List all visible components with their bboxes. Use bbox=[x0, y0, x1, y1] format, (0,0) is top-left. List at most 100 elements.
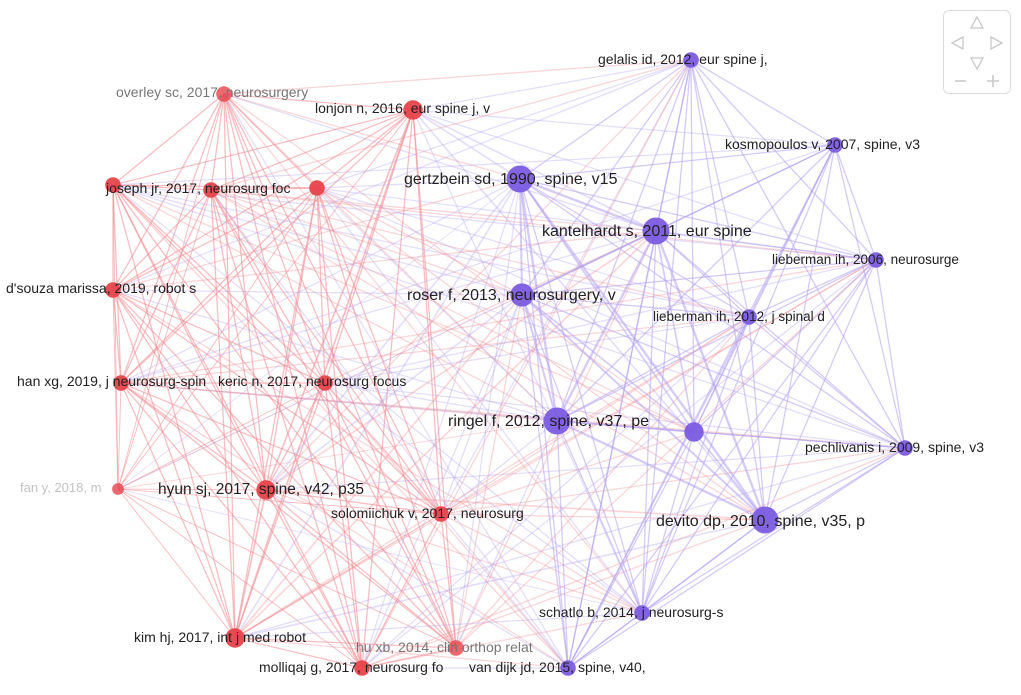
nodes-layer bbox=[105, 52, 913, 676]
edge-solomiichuk-vandijk bbox=[440, 513, 569, 669]
node-roser[interactable] bbox=[510, 283, 534, 307]
labels-layer: overley sc, 2017, neurosurgery lonjon n, … bbox=[6, 51, 984, 675]
edge-hu-lieberman2012 bbox=[455, 316, 750, 649]
pan-left-icon[interactable] bbox=[950, 35, 964, 51]
edge-lonjon-fan bbox=[117, 109, 414, 490]
zoom-in-icon[interactable] bbox=[987, 75, 999, 87]
node-devito[interactable] bbox=[751, 506, 779, 534]
node-molliqaj[interactable] bbox=[354, 660, 370, 676]
edge-fan-ringel bbox=[117, 420, 558, 490]
node-label-gertzbein: gertzbein sd, 1990, spine, v15 bbox=[404, 171, 618, 188]
edge-solomiichuk-lieberman2006 bbox=[440, 259, 877, 515]
edge-han-lieberman2012 bbox=[120, 316, 750, 384]
edge-lieberman2012-pechlivanis bbox=[748, 316, 906, 449]
edge-hyun-roser bbox=[265, 294, 523, 491]
node-label-gelalis: gelalis id, 2012, eur spine j, bbox=[598, 51, 768, 67]
edge-kantelhardt-ringel bbox=[555, 230, 658, 422]
edge-joseph_a-roser bbox=[112, 184, 523, 296]
node-kosmopoulos[interactable] bbox=[827, 137, 843, 153]
edge-gertzbein-lieberman2006 bbox=[519, 178, 877, 261]
edge-pechlivanis-schatlo bbox=[641, 447, 906, 614]
edge-unlabeled-pechlivanis bbox=[693, 431, 906, 449]
edge-lonjon-hu bbox=[412, 109, 457, 649]
edge-dsouza-han bbox=[112, 289, 122, 384]
edge-hyun-pechlivanis bbox=[265, 447, 906, 491]
edge-roser-unlabeled bbox=[521, 294, 695, 433]
node-gertzbein[interactable] bbox=[506, 165, 534, 193]
edge-lonjon-dsouza bbox=[112, 109, 414, 291]
edge-dsouza-gertzbein bbox=[112, 178, 521, 291]
edge-gelalis-kosmopoulos bbox=[690, 59, 836, 146]
pan-right-icon[interactable] bbox=[990, 35, 1004, 51]
node-lieberman2006[interactable] bbox=[868, 252, 884, 268]
node-keric[interactable] bbox=[317, 375, 333, 391]
node-dsouza[interactable] bbox=[105, 282, 121, 298]
edge-kim-schatlo bbox=[234, 612, 643, 639]
edge-molliqaj-gertzbein bbox=[361, 178, 521, 669]
edge-joseph_a-hu bbox=[112, 184, 457, 649]
edge-fan-gertzbein bbox=[117, 178, 521, 490]
edge-gertzbein-ringel bbox=[518, 178, 559, 422]
edge-joseph-solomiichuk bbox=[210, 189, 442, 515]
edge-gelalis-schatlo bbox=[641, 59, 692, 614]
node-schatlo[interactable] bbox=[634, 605, 650, 621]
node-hu[interactable] bbox=[448, 640, 464, 656]
node-label-vandijk: van dijk jd, 2015, spine, v40, bbox=[469, 659, 646, 675]
edge-fan-molliqaj bbox=[117, 488, 363, 669]
pan-down-icon[interactable] bbox=[969, 57, 985, 71]
edge-joseph_b-gelalis bbox=[316, 59, 692, 189]
edge-joseph_b-keric bbox=[316, 187, 326, 384]
node-label-lieberman2006: lieberman ih, 2006, neurosurge bbox=[772, 252, 959, 267]
edge-joseph_a-vandijk bbox=[112, 184, 569, 669]
edge-lonjon-joseph_a bbox=[112, 109, 414, 186]
edge-joseph_b-lieberman2012 bbox=[316, 187, 750, 318]
edge-solomiichuk-gelalis bbox=[440, 59, 692, 515]
edge-kantelhardt-unlabeled bbox=[655, 230, 695, 433]
node-hyun[interactable] bbox=[256, 480, 276, 500]
edge-han-vandijk bbox=[120, 382, 569, 669]
node-lieberman2012[interactable] bbox=[741, 309, 757, 325]
edge-overley-gelalis bbox=[223, 59, 692, 95]
node-vandijk[interactable] bbox=[560, 660, 576, 676]
edge-kim-vandijk bbox=[234, 637, 569, 669]
edge-joseph_b-han bbox=[120, 187, 318, 384]
edge-dsouza-gelalis bbox=[112, 59, 692, 291]
node-solomiichuk[interactable] bbox=[433, 506, 449, 522]
node-label-han: han xg, 2019, j neurosurg-spin bbox=[17, 373, 206, 389]
edge-lieberman2006-vandijk bbox=[567, 259, 877, 669]
edge-hyun-schatlo bbox=[265, 489, 643, 614]
edge-hu-roser bbox=[455, 294, 523, 649]
edge-kim-pechlivanis bbox=[234, 447, 906, 639]
edge-gelalis-lieberman2012 bbox=[690, 59, 750, 318]
node-kantelhardt[interactable] bbox=[642, 217, 670, 245]
node-unlabeled[interactable] bbox=[684, 422, 704, 442]
node-han[interactable] bbox=[113, 375, 129, 391]
edge-joseph_b-dsouza bbox=[112, 187, 318, 291]
edge-lonjon-schatlo bbox=[412, 109, 643, 614]
edge-dsouza-roser bbox=[112, 289, 523, 296]
node-lonjon[interactable] bbox=[403, 100, 423, 120]
pan-up-icon[interactable] bbox=[969, 15, 985, 29]
node-joseph[interactable] bbox=[203, 182, 219, 198]
node-kim[interactable] bbox=[225, 628, 245, 648]
node-label-hyun: hyun sj, 2017, spine, v42, p35 bbox=[158, 481, 364, 498]
edge-unlabeled-schatlo bbox=[641, 431, 695, 614]
edge-gertzbein-lieberman2012 bbox=[519, 178, 750, 318]
edge-overley-joseph_a bbox=[112, 93, 225, 186]
edge-gelalis-lieberman2006 bbox=[690, 59, 877, 261]
node-label-lieberman2012: lieberman ih, 2012, j spinal d bbox=[653, 309, 825, 324]
node-pechlivanis[interactable] bbox=[897, 440, 913, 456]
node-joseph_b[interactable] bbox=[309, 180, 325, 196]
node-ringel[interactable] bbox=[543, 407, 571, 435]
edge-hyun-gelalis bbox=[265, 59, 692, 491]
node-fan[interactable] bbox=[112, 483, 124, 495]
edge-keric-molliqaj bbox=[324, 382, 363, 669]
edge-joseph-gelalis bbox=[210, 59, 692, 191]
edge-kantelhardt-pechlivanis bbox=[655, 230, 906, 449]
node-joseph_a[interactable] bbox=[105, 177, 121, 193]
edge-keric-hu bbox=[324, 382, 457, 649]
node-gelalis[interactable] bbox=[683, 52, 699, 68]
node-overley[interactable] bbox=[216, 86, 232, 102]
